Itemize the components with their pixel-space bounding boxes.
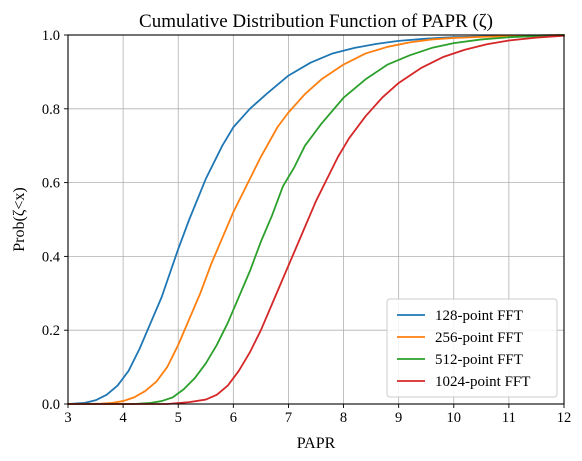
- plot-area-frame: [67, 34, 565, 405]
- y-tick-label: 0.8: [42, 102, 60, 118]
- x-axis-label: PAPR: [297, 435, 336, 452]
- series-line-1: [67, 34, 565, 405]
- y-tick-label: 0.6: [42, 176, 60, 192]
- x-tick-label: 5: [175, 410, 182, 426]
- legend: 128-point FFT 256-point FFT 512-point FFT 1…: [386, 298, 558, 398]
- y-tick-label: 0.0: [42, 397, 60, 413]
- y-axis-label: Prob(ζ<x): [11, 187, 28, 252]
- y-axis-ticks: 0.0 0.2 0.4 0.6 0.8 1.0: [42, 28, 68, 413]
- chart-title: Cumulative Distribution Function of PAPR…: [139, 11, 493, 32]
- y-tick-label: 0.2: [42, 323, 60, 339]
- y-tick-label: 0.4: [42, 249, 61, 265]
- x-tick-label: 9: [395, 410, 402, 426]
- x-tick-label: 3: [64, 410, 71, 426]
- legend-label-3: 512-point FFT: [435, 352, 523, 368]
- legend-label-2: 256-point FFT: [435, 330, 523, 346]
- legend-label-1: 128-point FFT: [435, 308, 523, 324]
- series-line-2: [67, 34, 565, 405]
- legend-box: [386, 298, 558, 398]
- x-tick-label: 7: [285, 410, 292, 426]
- y-tick-label: 1.0: [42, 28, 60, 44]
- x-tick-label: 12: [557, 410, 572, 426]
- legend-label-4: 1024-point FFT: [435, 374, 530, 390]
- series-line-4: [67, 34, 565, 405]
- x-tick-label: 8: [340, 410, 347, 426]
- x-tick-label: 10: [447, 410, 462, 426]
- x-axis-ticks: 3 4 5 6 7 8 9 10 11 12: [64, 404, 571, 426]
- data-series-group: [67, 34, 565, 405]
- x-tick-label: 11: [502, 410, 516, 426]
- series-line-3: [67, 34, 565, 405]
- x-tick-label: 6: [230, 410, 237, 426]
- x-tick-label: 4: [119, 410, 127, 426]
